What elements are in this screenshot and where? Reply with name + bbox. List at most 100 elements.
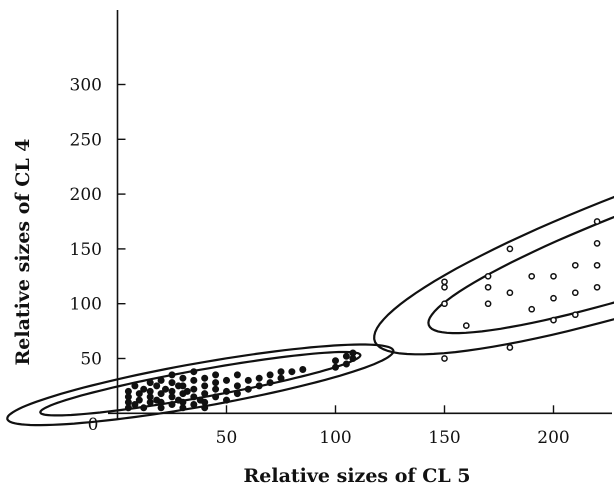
data-point-cluster-2	[506, 344, 514, 351]
data-point-cluster-1	[168, 401, 176, 408]
x-tick-label: 100	[319, 428, 351, 448]
data-point-cluster-1	[140, 385, 148, 393]
data-point-cluster-1	[277, 374, 285, 382]
data-point-cluster-1	[342, 360, 350, 368]
data-point-cluster-1	[157, 390, 165, 398]
data-point-cluster-2	[441, 283, 448, 291]
data-point-cluster-1	[233, 382, 241, 390]
data-point-cluster-1	[140, 404, 148, 412]
x-axis-title: Relative sizes of CL 5	[243, 465, 470, 487]
confidence-ellipse	[427, 215, 614, 335]
data-point-cluster-1	[223, 387, 230, 395]
data-point-cluster-1	[212, 371, 220, 379]
data-point-cluster-1	[244, 385, 252, 393]
data-point-cluster-1	[233, 390, 241, 398]
x-tick-label: 0	[88, 415, 99, 435]
data-point-cluster-1	[153, 382, 161, 390]
data-point-cluster-1	[135, 390, 143, 398]
data-point-cluster-1	[277, 368, 285, 376]
data-point-cluster-2	[441, 278, 448, 286]
data-point-cluster-1	[255, 374, 263, 382]
data-point-cluster-1	[162, 385, 169, 393]
data-point-cluster-2	[593, 218, 601, 225]
data-point-cluster-2	[550, 316, 557, 324]
data-point-cluster-2	[528, 272, 536, 280]
y-tick-label: 50	[80, 350, 102, 370]
data-point-cluster-2	[571, 289, 579, 297]
data-point-cluster-1	[168, 387, 176, 395]
data-point-cluster-1	[233, 371, 241, 379]
data-point-cluster-1	[332, 357, 339, 365]
data-point-cluster-1	[201, 390, 209, 398]
y-tick-label: 100	[70, 295, 102, 315]
x-tick-label: 150	[428, 428, 460, 448]
data-point-cluster-1	[168, 379, 176, 387]
data-point-cluster-1	[131, 382, 139, 390]
data-point-cluster-1	[266, 379, 274, 387]
data-point-cluster-2	[462, 322, 470, 329]
x-tick-label: 50	[216, 428, 238, 448]
data-point-cluster-1	[135, 396, 143, 404]
data-point-cluster-2	[571, 311, 579, 319]
data-point-cluster-1	[190, 393, 198, 401]
y-axis-title: Relative sizes of CL 4	[12, 138, 34, 365]
data-point-cluster-1	[201, 382, 209, 390]
data-point-cluster-2	[484, 272, 492, 280]
data-point-cluster-2	[550, 272, 557, 280]
data-point-cluster-1	[146, 379, 154, 387]
data-point-cluster-1	[183, 387, 191, 395]
data-point-cluster-2	[593, 261, 601, 269]
data-point-cluster-1	[223, 376, 230, 384]
y-tick-label: 200	[70, 185, 102, 205]
confidence-ellipse	[373, 195, 614, 356]
data-point-cluster-2	[506, 289, 514, 297]
confidence-ellipses	[6, 195, 614, 427]
data-point-cluster-1	[157, 398, 165, 406]
data-point-cluster-1	[244, 376, 252, 384]
data-point-cluster-2	[484, 283, 492, 291]
data-point-cluster-1	[201, 398, 209, 406]
data-point-cluster-2	[441, 355, 448, 362]
data-point-cluster-2	[593, 283, 601, 291]
data-point-cluster-2	[528, 305, 536, 313]
data-point-cluster-2	[506, 245, 514, 253]
confidence-ellipse	[39, 350, 362, 417]
data-point-cluster-1	[179, 382, 187, 390]
data-point-cluster-1	[179, 398, 187, 406]
confidence-ellipse	[6, 343, 395, 427]
data-point-cluster-1	[201, 374, 209, 382]
data-point-cluster-1	[332, 363, 339, 371]
data-point-cluster-1	[190, 385, 198, 393]
data-point-cluster-2	[441, 300, 448, 308]
data-point-cluster-2	[550, 294, 557, 302]
tick-labels: 0501001502002503003504005010015020025030…	[70, 76, 570, 449]
data-point-cluster-1	[179, 374, 187, 382]
data-point-cluster-1	[212, 393, 220, 401]
data-point-cluster-1	[288, 368, 296, 376]
data-point-cluster-1	[146, 387, 154, 395]
data-point-cluster-1	[223, 396, 230, 404]
y-tick-label: 300	[70, 76, 102, 96]
data-point-cluster-1	[124, 387, 132, 395]
data-point-cluster-1	[131, 401, 139, 408]
data-points	[124, 218, 601, 412]
data-point-cluster-1	[266, 371, 274, 379]
data-point-cluster-1	[168, 371, 176, 379]
data-point-cluster-1	[190, 401, 198, 408]
data-point-cluster-1	[190, 376, 198, 384]
data-point-cluster-1	[157, 376, 165, 384]
x-tick-label: 200	[537, 428, 569, 448]
data-point-cluster-1	[349, 349, 357, 357]
axes	[108, 10, 612, 420]
data-point-cluster-1	[255, 382, 263, 390]
data-point-cluster-2	[484, 300, 492, 308]
data-point-cluster-2	[571, 261, 579, 269]
data-point-cluster-2	[593, 240, 601, 247]
data-point-cluster-1	[212, 385, 220, 393]
data-point-cluster-1	[299, 366, 307, 373]
data-point-cluster-1	[342, 352, 350, 360]
y-tick-label: 250	[70, 130, 102, 150]
data-point-cluster-1	[212, 379, 220, 387]
y-tick-label: 150	[70, 240, 102, 260]
